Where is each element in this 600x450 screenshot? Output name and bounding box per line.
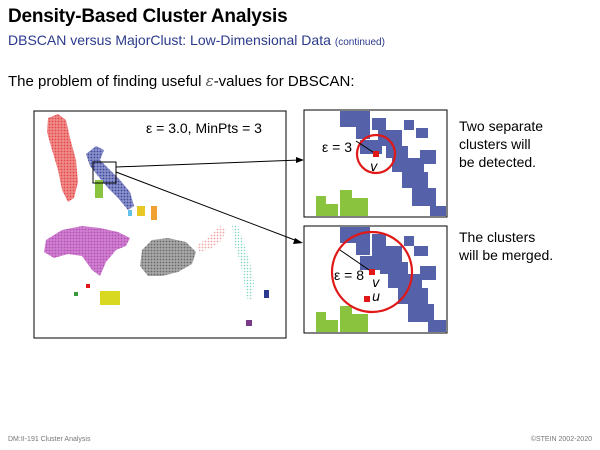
cluster-orange <box>151 206 157 220</box>
epsilon-ring-bottom <box>330 230 414 314</box>
cluster-teal <box>232 224 254 300</box>
caption-top-line-2: clusters will <box>459 136 531 152</box>
caption-bottom-line-1: The clusters <box>459 229 536 245</box>
caption-top-line-3: be detected. <box>459 154 537 170</box>
cluster-gray <box>140 238 196 276</box>
cluster-olive <box>100 291 120 305</box>
cluster-tiny-green <box>74 292 78 296</box>
slide-title: Density-Based Cluster Analysis <box>8 6 288 27</box>
problem-text-pre: The problem of finding useful <box>8 73 206 90</box>
caption-top: Two separate clusters will be detected. <box>459 117 543 171</box>
slide-subtitle: DBSCAN versus MajorClust: Low-Dimensiona… <box>8 32 385 48</box>
cluster-tiny-violet <box>246 320 252 326</box>
point-u-bottom <box>364 296 370 302</box>
arrow-to-bottom-zoom <box>115 171 301 243</box>
problem-text-post: -values for DBSCAN: <box>213 73 355 90</box>
footer-left: DM:II-191 Cluster Analysis <box>8 436 91 443</box>
cluster-cyan <box>128 210 132 216</box>
caption-bottom: The clusters will be merged. <box>459 228 553 264</box>
main-plot-frame <box>33 110 287 339</box>
cluster-tiny-red <box>86 284 90 288</box>
epsilon-radius-bottom <box>339 249 373 273</box>
point-v-label-bottom: v <box>372 276 380 291</box>
caption-bottom-line-2: will be merged. <box>459 247 554 263</box>
arrow-head-top <box>296 157 304 163</box>
arrow-to-top-zoom <box>115 159 301 168</box>
cluster-pink <box>196 226 226 252</box>
caption-top-line-1: Two separate <box>459 118 544 134</box>
cluster-red <box>47 114 78 202</box>
cluster-yellow <box>137 206 145 216</box>
footer-right: ©STEIN 2002-2020 <box>530 436 592 443</box>
cluster-purple <box>44 226 130 276</box>
point-v-label-top: v <box>370 160 378 175</box>
main-plot-label: ε = 3.0, MinPts = 3 <box>146 120 262 136</box>
arrow-head-bottom <box>293 238 303 244</box>
point-v-bottom <box>369 269 375 275</box>
zoom-top-label: ε = 3 <box>322 139 352 155</box>
zoom-bottom-label: ε = 8 <box>334 267 364 283</box>
zoom-panel-bottom: ε = 8 v u <box>303 225 448 334</box>
epsilon-symbol: ε <box>205 72 214 90</box>
point-u-label-bottom: u <box>372 290 380 305</box>
subtitle-text: DBSCAN versus MajorClust: Low-Dimensiona… <box>8 32 331 48</box>
problem-statement: The problem of finding useful ε-values f… <box>8 72 355 90</box>
epsilon-ring-top <box>355 133 397 175</box>
cluster-green <box>95 180 103 198</box>
cluster-tiny-navy <box>264 290 269 298</box>
point-v-top <box>373 151 379 157</box>
subtitle-note: (continued) <box>334 37 385 48</box>
epsilon-radius-top <box>355 140 377 155</box>
zoom-panel-top: ε = 3 v <box>303 109 448 218</box>
